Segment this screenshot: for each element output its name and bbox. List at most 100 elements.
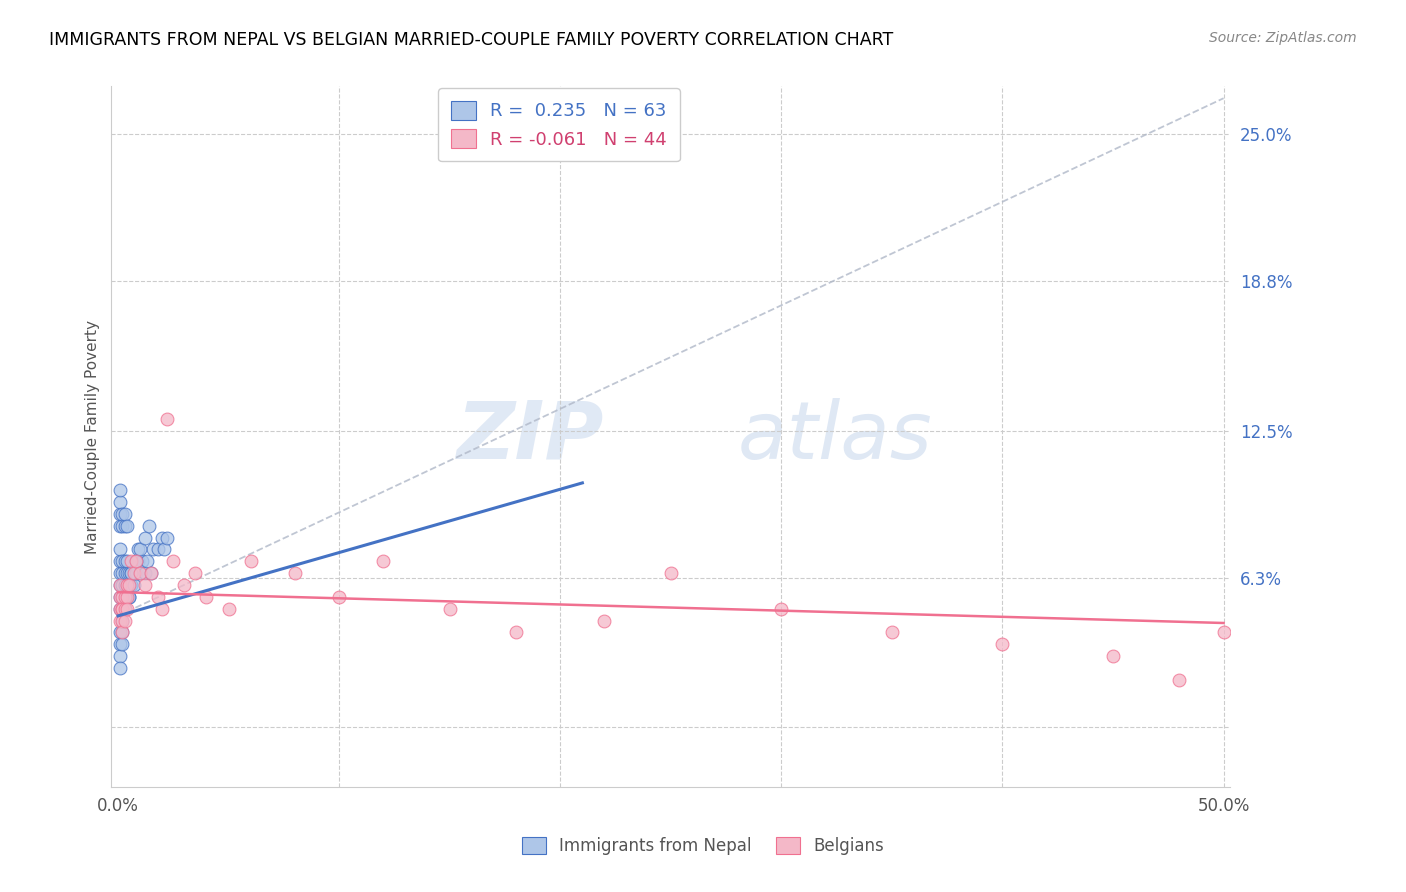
Point xyxy=(114,518,136,533)
Point xyxy=(115,601,138,615)
Point xyxy=(114,601,136,615)
Point xyxy=(110,483,132,497)
Point xyxy=(111,518,134,533)
Point xyxy=(129,542,152,557)
Point xyxy=(125,554,148,568)
Point xyxy=(173,578,195,592)
Point xyxy=(156,411,179,425)
Point xyxy=(770,601,793,615)
Point xyxy=(120,578,142,592)
Legend: R =  0.235   N = 63, R = -0.061   N = 44: R = 0.235 N = 63, R = -0.061 N = 44 xyxy=(439,88,681,161)
Point xyxy=(110,566,132,581)
Point xyxy=(111,625,134,640)
Point xyxy=(150,531,173,545)
Point xyxy=(141,566,163,581)
Point xyxy=(135,554,157,568)
Point xyxy=(505,625,527,640)
Point xyxy=(146,542,169,557)
Point xyxy=(114,554,136,568)
Point xyxy=(111,566,134,581)
Point xyxy=(142,542,165,557)
Point xyxy=(195,590,218,604)
Point xyxy=(593,614,616,628)
Point xyxy=(110,507,132,521)
Point xyxy=(111,578,134,592)
Point xyxy=(120,566,142,581)
Point xyxy=(114,507,136,521)
Point xyxy=(134,566,156,581)
Point xyxy=(284,566,307,581)
Text: Source: ZipAtlas.com: Source: ZipAtlas.com xyxy=(1209,31,1357,45)
Point xyxy=(110,554,132,568)
Point xyxy=(110,601,132,615)
Point xyxy=(111,614,134,628)
Point xyxy=(153,542,176,557)
Point xyxy=(115,554,138,568)
Legend: Immigrants from Nepal, Belgians: Immigrants from Nepal, Belgians xyxy=(516,830,890,862)
Point xyxy=(118,578,141,592)
Point xyxy=(114,601,136,615)
Point xyxy=(110,614,132,628)
Point xyxy=(114,578,136,592)
Point xyxy=(114,566,136,581)
Point xyxy=(111,625,134,640)
Point xyxy=(118,590,141,604)
Point xyxy=(1102,649,1125,664)
Point xyxy=(439,601,461,615)
Point xyxy=(122,578,145,592)
Point xyxy=(114,590,136,604)
Point xyxy=(125,554,148,568)
Point xyxy=(111,614,134,628)
Point xyxy=(110,495,132,509)
Point xyxy=(111,601,134,615)
Point xyxy=(239,554,262,568)
Point xyxy=(127,554,149,568)
Point xyxy=(110,625,132,640)
Point xyxy=(120,554,142,568)
Point xyxy=(110,542,132,557)
Point xyxy=(373,554,395,568)
Point xyxy=(111,590,134,604)
Point xyxy=(111,601,134,615)
Point xyxy=(115,518,138,533)
Point xyxy=(125,566,148,581)
Point xyxy=(110,590,132,604)
Point xyxy=(111,554,134,568)
Point xyxy=(162,554,184,568)
Point xyxy=(138,518,160,533)
Point xyxy=(991,637,1014,651)
Point xyxy=(150,601,173,615)
Point xyxy=(118,578,141,592)
Point xyxy=(115,578,138,592)
Point xyxy=(111,637,134,651)
Point xyxy=(1212,625,1234,640)
Point xyxy=(110,601,132,615)
Point xyxy=(110,518,132,533)
Point xyxy=(115,566,138,581)
Point xyxy=(146,590,169,604)
Point xyxy=(114,590,136,604)
Y-axis label: Married-Couple Family Poverty: Married-Couple Family Poverty xyxy=(86,319,100,554)
Point xyxy=(120,566,142,581)
Point xyxy=(111,590,134,604)
Point xyxy=(129,566,152,581)
Point xyxy=(110,590,132,604)
Point xyxy=(184,566,207,581)
Point xyxy=(122,566,145,581)
Point xyxy=(115,578,138,592)
Point xyxy=(115,590,138,604)
Point xyxy=(110,649,132,664)
Point xyxy=(141,566,163,581)
Point xyxy=(156,531,179,545)
Point xyxy=(110,661,132,675)
Point xyxy=(328,590,350,604)
Point xyxy=(1168,673,1191,687)
Point xyxy=(134,531,156,545)
Point xyxy=(114,590,136,604)
Point xyxy=(122,566,145,581)
Point xyxy=(110,637,132,651)
Text: ZIP: ZIP xyxy=(457,398,603,475)
Point xyxy=(131,554,153,568)
Point xyxy=(129,566,152,581)
Point xyxy=(127,542,149,557)
